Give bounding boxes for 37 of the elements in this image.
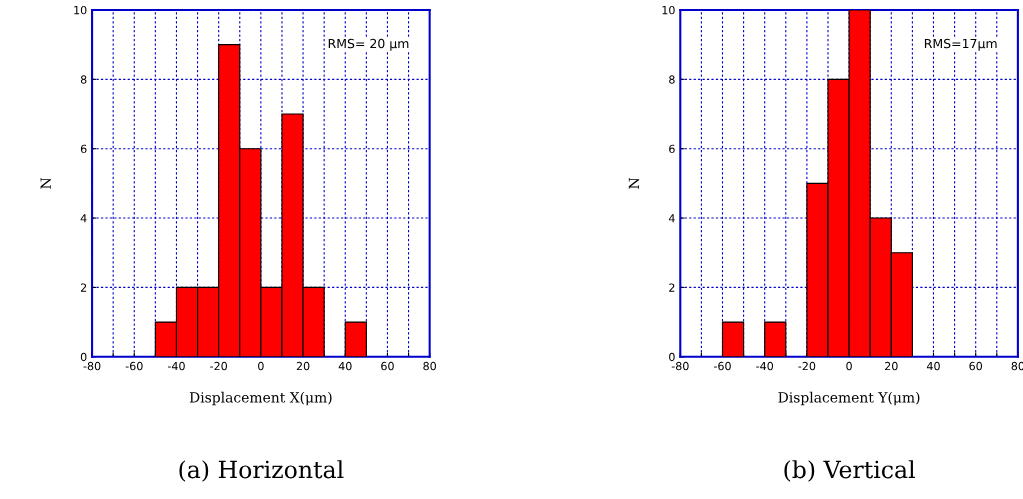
y-tick-label: 8 [80, 75, 87, 84]
x-axis-title: Displacement Y(μm) [778, 391, 920, 406]
annotation: RMS=17μm [924, 38, 997, 51]
x-tick-label: -80 [83, 361, 101, 371]
y-tick-label: 4 [668, 214, 675, 223]
y-tick-label: 8 [669, 75, 675, 84]
y-tick-label: 6 [669, 144, 675, 154]
x-tick-label: -60 [713, 361, 731, 371]
x-tick-label: 40 [338, 361, 352, 371]
x-tick-label: 80 [423, 361, 436, 371]
annotation: RMS= 20 μm [328, 38, 409, 51]
x-tick-label: 40 [926, 361, 940, 371]
x-tick-label: 60 [969, 361, 983, 371]
x-tick-label: -40 [756, 361, 774, 371]
x-axis-title: Displacement X(μm) [189, 391, 332, 406]
y-tick-label: 0 [80, 352, 87, 362]
x-tick-label: 0 [846, 361, 852, 371]
y-tick-label: 6 [80, 144, 87, 154]
y-axis-title: N [628, 177, 640, 189]
text: (a) Horizontal [179, 460, 344, 482]
x-tick-label: -20 [798, 361, 816, 371]
y-axis-title: N [40, 177, 51, 189]
y-tick-label: 2 [669, 283, 675, 292]
x-tick-label: -40 [167, 361, 185, 371]
y-tick-label: 2 [80, 283, 87, 292]
y-tick-label: 10 [662, 5, 675, 15]
x-tick-label: 20 [885, 361, 898, 371]
x-tick-label: -60 [125, 361, 143, 371]
y-tick-label: 0 [669, 352, 675, 362]
x-tick-label: 20 [296, 361, 310, 371]
y-tick-label: 10 [74, 5, 87, 15]
text: (b) Vertical [784, 460, 915, 482]
x-tick-label: -20 [210, 361, 227, 371]
y-tick-label: 4 [80, 214, 87, 223]
x-tick-label: -80 [671, 361, 689, 371]
x-tick-label: 60 [381, 361, 394, 371]
x-tick-label: 0 [258, 361, 264, 371]
